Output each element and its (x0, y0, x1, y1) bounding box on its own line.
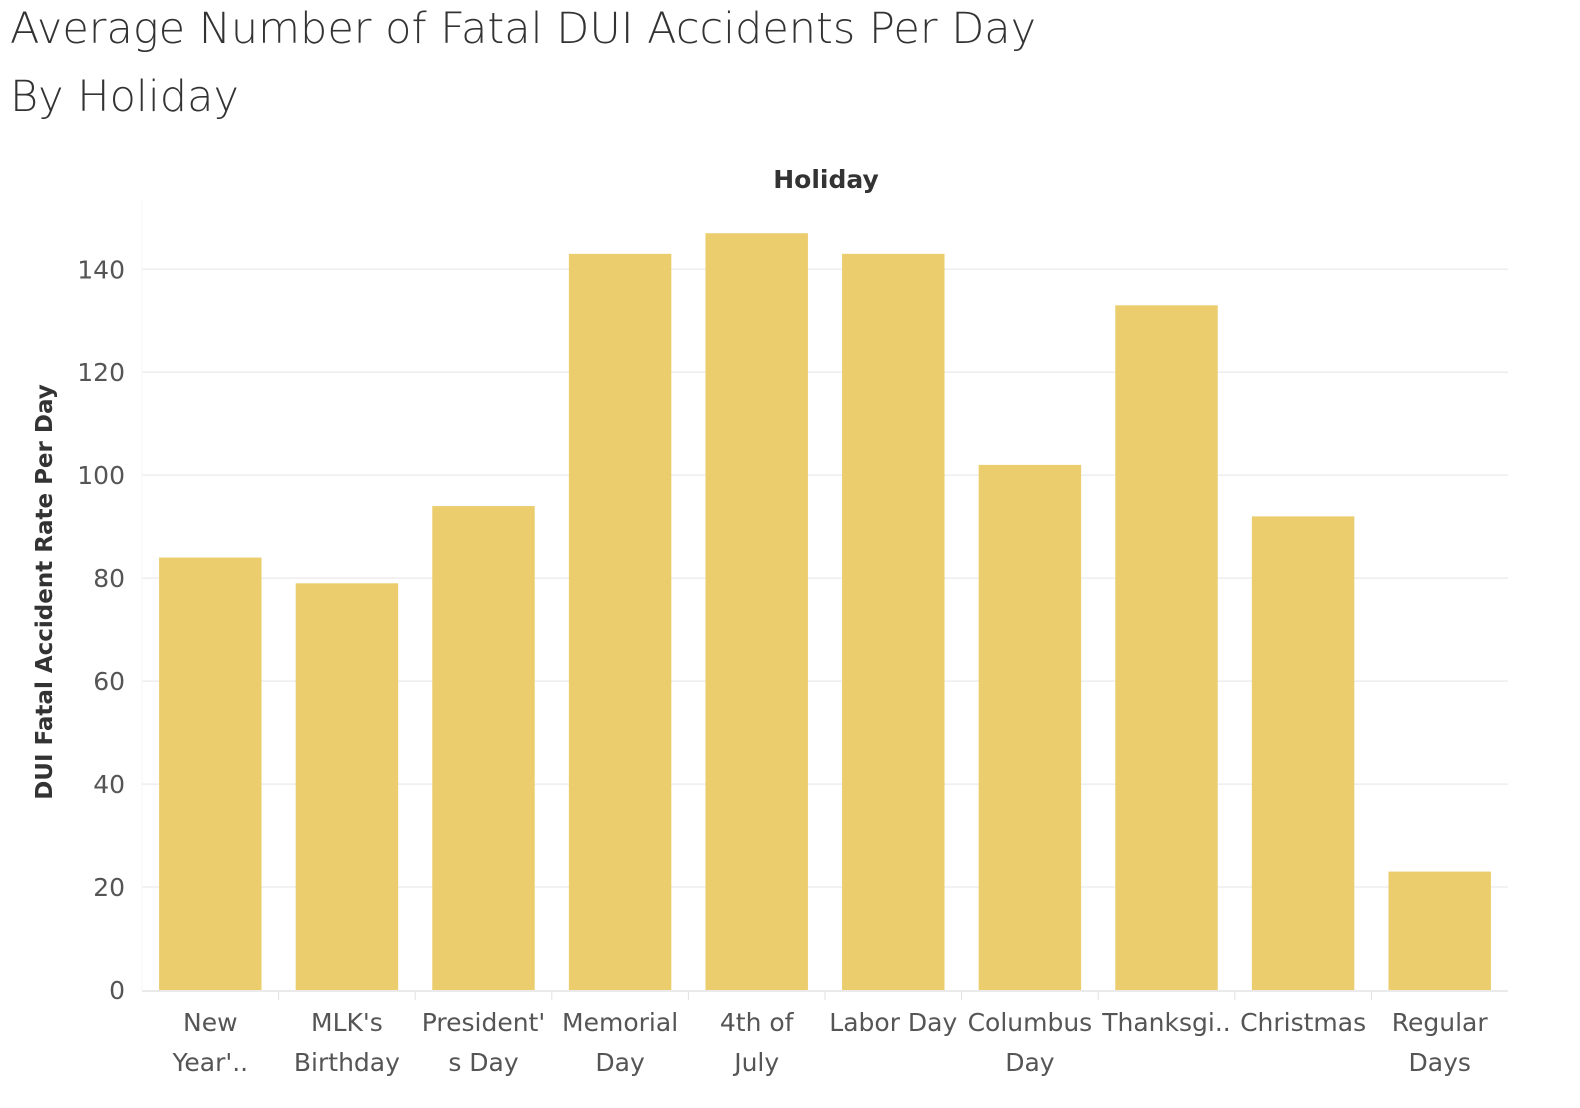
y-tick-label: 120 (77, 358, 125, 387)
y-tick-label: 80 (93, 564, 125, 593)
x-category-label: Year'.. (171, 1048, 248, 1077)
chart-title-line-2: By Holiday (10, 72, 239, 122)
x-category-label: Labor Day (829, 1008, 957, 1037)
x-category-label: s Day (448, 1048, 519, 1077)
bar (159, 557, 262, 990)
y-tick-label: 20 (93, 873, 125, 902)
x-category-label: Christmas (1240, 1008, 1366, 1037)
bar (1115, 305, 1218, 990)
x-category-label: Days (1409, 1048, 1471, 1077)
x-category-label: July (732, 1048, 779, 1077)
x-category-label: President' (422, 1008, 546, 1037)
chart-title-line-1: Average Number of Fatal DUI Accidents Pe… (10, 4, 1037, 54)
x-category-label: 4th of (720, 1008, 795, 1037)
bar (432, 506, 535, 990)
bar (1388, 871, 1491, 990)
x-category-label: MLK's (311, 1008, 383, 1037)
x-category-label: Columbus (968, 1008, 1093, 1037)
y-tick-label: 60 (93, 667, 125, 696)
x-category-label: Thanksgi.. (1101, 1008, 1231, 1037)
column-header-label: Holiday (773, 165, 879, 194)
x-category-label: Regular (1392, 1008, 1489, 1037)
y-tick-label: 100 (77, 461, 125, 490)
bar (978, 464, 1082, 991)
x-category-label: Memorial (562, 1008, 678, 1037)
bar (1251, 516, 1355, 990)
x-category-label: Day (1005, 1048, 1055, 1077)
x-category-label: New (183, 1008, 238, 1037)
bar (842, 253, 945, 991)
y-axis-title: DUI Fatal Accident Rate Per Day (32, 384, 58, 800)
y-tick-label: 40 (93, 770, 125, 799)
y-tick-label: 140 (77, 255, 125, 284)
bar (568, 253, 672, 991)
y-tick-label: 0 (109, 976, 125, 1005)
bar (295, 583, 399, 990)
x-category-label: Birthday (294, 1048, 400, 1077)
axes: 0 20 40 60 80 100 120 140 New Year'.. MLK's Birthda… (77, 200, 1508, 1077)
x-category-label: Day (595, 1048, 645, 1077)
bar (705, 233, 808, 991)
bars (159, 233, 1491, 991)
